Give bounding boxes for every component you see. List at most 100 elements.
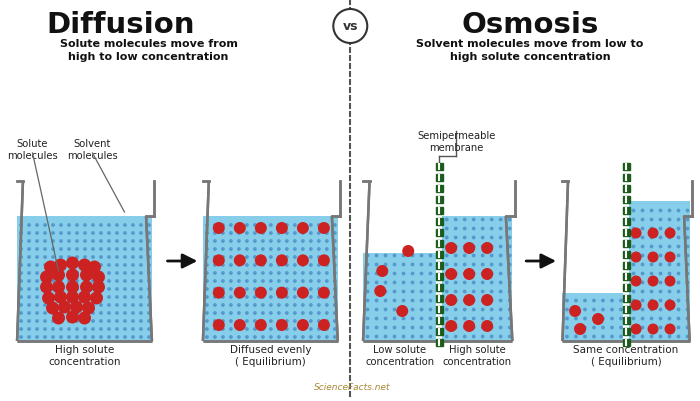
Circle shape	[333, 271, 337, 275]
Circle shape	[229, 263, 233, 267]
Circle shape	[43, 255, 47, 259]
Circle shape	[255, 222, 267, 234]
Circle shape	[325, 239, 329, 243]
Circle shape	[428, 281, 433, 284]
Circle shape	[82, 302, 95, 314]
Text: Semipermeable
membrane: Semipermeable membrane	[417, 131, 496, 153]
Circle shape	[640, 334, 645, 338]
Circle shape	[285, 255, 289, 259]
Circle shape	[107, 295, 111, 299]
Circle shape	[393, 334, 396, 338]
Bar	[622, 174, 629, 181]
Circle shape	[631, 300, 641, 310]
Circle shape	[59, 327, 63, 331]
Circle shape	[472, 271, 475, 275]
Circle shape	[83, 263, 87, 267]
Circle shape	[67, 303, 71, 307]
Circle shape	[365, 326, 370, 329]
Circle shape	[67, 247, 71, 251]
Circle shape	[293, 335, 297, 339]
Circle shape	[107, 303, 111, 307]
Text: Solvent molecules move from low to
high solute concentration: Solvent molecules move from low to high …	[416, 39, 644, 62]
Circle shape	[619, 308, 623, 312]
Circle shape	[205, 287, 209, 291]
Circle shape	[317, 223, 321, 227]
Circle shape	[147, 319, 151, 323]
Circle shape	[365, 299, 370, 302]
Circle shape	[51, 327, 55, 331]
Circle shape	[75, 223, 79, 227]
Bar	[435, 306, 442, 313]
Circle shape	[234, 254, 246, 266]
Circle shape	[245, 311, 248, 315]
Circle shape	[463, 271, 467, 275]
Circle shape	[19, 263, 23, 267]
Circle shape	[650, 227, 653, 231]
Circle shape	[393, 253, 396, 257]
Circle shape	[463, 236, 467, 239]
Circle shape	[99, 239, 103, 243]
Circle shape	[59, 335, 63, 339]
Circle shape	[444, 326, 449, 329]
Circle shape	[333, 303, 337, 307]
Circle shape	[499, 308, 503, 312]
Circle shape	[393, 290, 396, 294]
Circle shape	[685, 236, 690, 239]
Circle shape	[454, 245, 458, 248]
Circle shape	[411, 263, 414, 266]
Circle shape	[309, 255, 313, 259]
Circle shape	[237, 279, 241, 283]
Circle shape	[481, 218, 484, 221]
Circle shape	[83, 247, 87, 251]
Circle shape	[333, 239, 337, 243]
Circle shape	[91, 287, 95, 291]
Circle shape	[499, 253, 503, 257]
Circle shape	[685, 317, 690, 320]
Circle shape	[454, 334, 458, 338]
Circle shape	[269, 239, 273, 243]
Circle shape	[293, 263, 297, 267]
Circle shape	[123, 327, 127, 331]
Circle shape	[610, 308, 614, 312]
Circle shape	[99, 311, 103, 315]
Circle shape	[75, 279, 79, 283]
Circle shape	[668, 326, 671, 329]
Circle shape	[317, 279, 321, 283]
Circle shape	[640, 281, 645, 284]
Circle shape	[59, 239, 63, 243]
Circle shape	[285, 231, 289, 235]
Circle shape	[19, 223, 23, 227]
Circle shape	[83, 311, 87, 315]
Circle shape	[261, 239, 265, 243]
Circle shape	[123, 287, 127, 291]
Circle shape	[317, 295, 321, 299]
Bar	[435, 174, 442, 181]
Circle shape	[499, 299, 503, 302]
Circle shape	[318, 287, 330, 299]
Circle shape	[285, 247, 289, 251]
Circle shape	[472, 281, 475, 284]
Circle shape	[685, 263, 690, 266]
Circle shape	[52, 269, 65, 282]
Circle shape	[253, 223, 257, 227]
Circle shape	[490, 271, 493, 275]
Circle shape	[253, 327, 257, 331]
Circle shape	[402, 290, 405, 294]
Circle shape	[685, 299, 690, 302]
Circle shape	[445, 320, 457, 332]
Circle shape	[78, 312, 91, 324]
Circle shape	[490, 290, 493, 294]
Circle shape	[67, 271, 71, 275]
Circle shape	[205, 255, 209, 259]
Circle shape	[51, 319, 55, 323]
Circle shape	[685, 245, 690, 248]
Text: Solvent
molecules: Solvent molecules	[67, 139, 118, 160]
Circle shape	[685, 290, 690, 294]
Circle shape	[91, 223, 95, 227]
Circle shape	[481, 308, 484, 312]
Circle shape	[147, 223, 151, 227]
Circle shape	[301, 303, 304, 307]
Circle shape	[205, 239, 209, 243]
Circle shape	[147, 287, 151, 291]
Circle shape	[83, 255, 87, 259]
